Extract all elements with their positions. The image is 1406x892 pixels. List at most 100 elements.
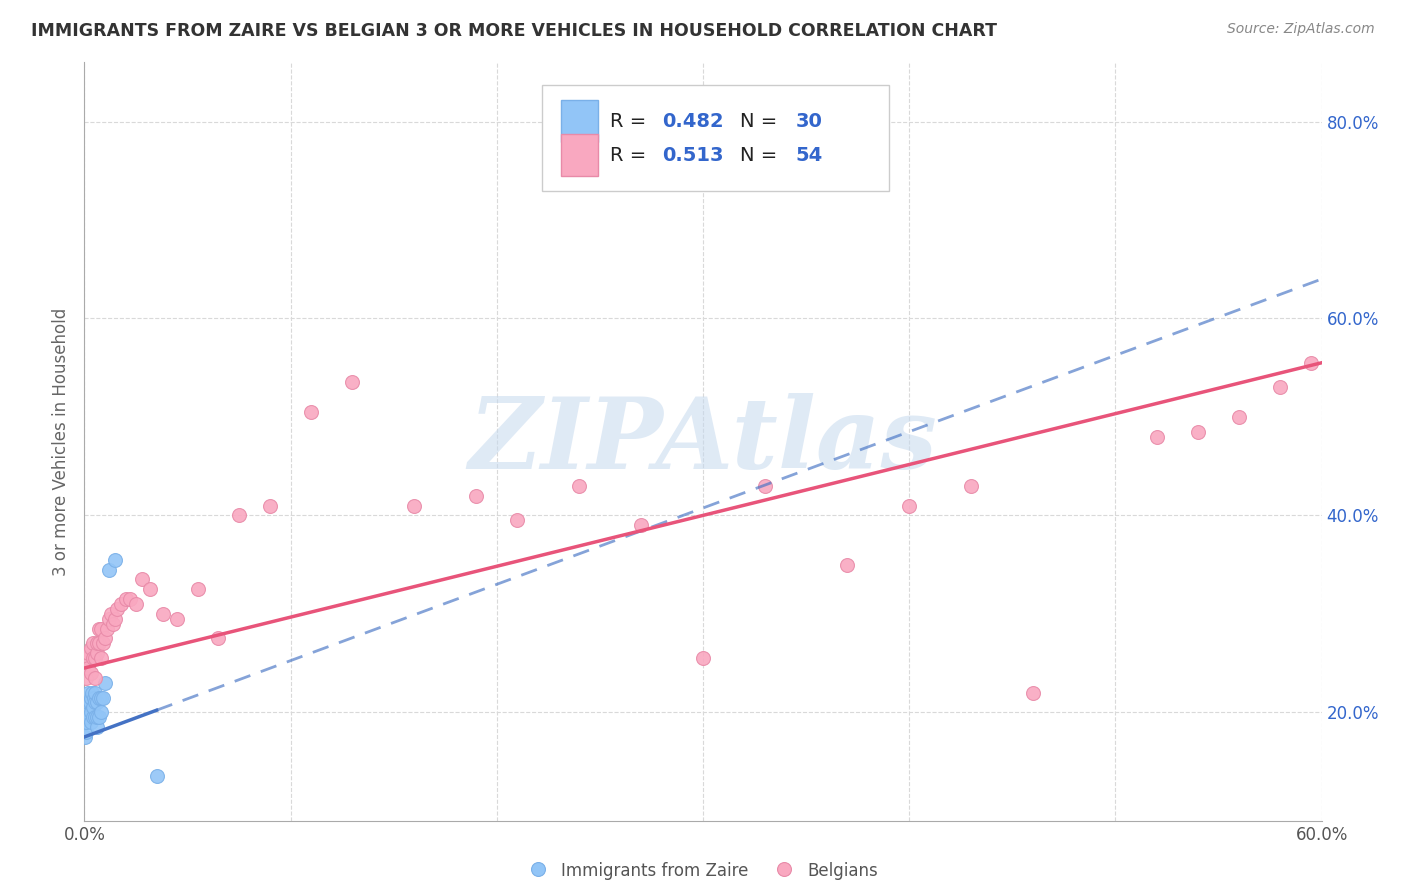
- Point: [87, 690, 110, 705]
- Text: N =: N =: [740, 145, 783, 165]
- Point: [82, 710, 104, 724]
- Text: ZIPAtlas: ZIPAtlas: [468, 393, 938, 490]
- Point: [77, 710, 100, 724]
- Point: [90, 651, 112, 665]
- Point: [960, 479, 983, 493]
- Point: [166, 612, 188, 626]
- Point: [1187, 425, 1209, 439]
- Point: [76, 706, 98, 720]
- Point: [77, 646, 100, 660]
- Point: [125, 597, 148, 611]
- Point: [837, 558, 859, 572]
- Point: [110, 597, 132, 611]
- Point: [86, 710, 108, 724]
- Point: [187, 582, 209, 597]
- Point: [630, 518, 652, 533]
- Text: R =: R =: [610, 112, 652, 131]
- Point: [90, 690, 112, 705]
- Point: [898, 499, 921, 513]
- Point: [692, 651, 714, 665]
- Point: [86, 646, 108, 660]
- FancyBboxPatch shape: [561, 135, 598, 177]
- Point: [568, 479, 591, 493]
- Text: Source: ZipAtlas.com: Source: ZipAtlas.com: [1227, 22, 1375, 37]
- Point: [139, 582, 162, 597]
- Point: [105, 602, 128, 616]
- Text: 54: 54: [796, 145, 823, 165]
- Point: [465, 489, 488, 503]
- Point: [91, 690, 114, 705]
- Text: R =: R =: [610, 145, 659, 165]
- Point: [98, 563, 121, 577]
- Point: [82, 651, 104, 665]
- Point: [91, 636, 114, 650]
- Point: [79, 715, 101, 730]
- Text: 0.482: 0.482: [662, 112, 724, 131]
- Point: [82, 636, 104, 650]
- Y-axis label: 3 or more Vehicles in Household: 3 or more Vehicles in Household: [52, 308, 70, 575]
- Point: [77, 685, 100, 699]
- Point: [75, 730, 97, 744]
- Point: [75, 671, 97, 685]
- FancyBboxPatch shape: [561, 100, 598, 142]
- Point: [152, 607, 174, 621]
- Point: [79, 665, 101, 680]
- Point: [404, 499, 426, 513]
- Point: [86, 720, 108, 734]
- Point: [94, 632, 117, 646]
- Point: [1146, 429, 1168, 443]
- Point: [83, 696, 105, 710]
- Point: [77, 661, 100, 675]
- Point: [90, 706, 112, 720]
- FancyBboxPatch shape: [543, 85, 889, 191]
- Text: IMMIGRANTS FROM ZAIRE VS BELGIAN 3 OR MORE VEHICLES IN HOUSEHOLD CORRELATION CHA: IMMIGRANTS FROM ZAIRE VS BELGIAN 3 OR MO…: [31, 22, 997, 40]
- Text: N =: N =: [740, 112, 783, 131]
- Point: [90, 622, 112, 636]
- Text: 0.513: 0.513: [662, 145, 724, 165]
- Point: [118, 592, 141, 607]
- Point: [259, 499, 281, 513]
- Point: [82, 700, 104, 714]
- Point: [96, 622, 118, 636]
- Point: [342, 376, 364, 390]
- Point: [1301, 356, 1323, 370]
- Point: [754, 479, 776, 493]
- Point: [299, 405, 322, 419]
- Point: [83, 685, 105, 699]
- Point: [83, 690, 105, 705]
- Legend: Immigrants from Zaire, Belgians: Immigrants from Zaire, Belgians: [520, 854, 886, 888]
- Point: [1227, 409, 1250, 424]
- Point: [76, 651, 98, 665]
- Point: [75, 715, 97, 730]
- Point: [131, 573, 153, 587]
- Point: [103, 616, 125, 631]
- Point: [228, 508, 250, 523]
- Point: [79, 690, 101, 705]
- Point: [145, 769, 167, 783]
- Point: [94, 675, 117, 690]
- Point: [80, 685, 103, 699]
- Point: [87, 710, 110, 724]
- Point: [104, 612, 127, 626]
- Point: [79, 641, 101, 656]
- Point: [98, 612, 121, 626]
- Point: [1270, 380, 1292, 394]
- Point: [104, 552, 127, 566]
- Point: [83, 710, 105, 724]
- Point: [83, 671, 105, 685]
- Point: [86, 696, 108, 710]
- Point: [83, 651, 105, 665]
- Point: [79, 706, 101, 720]
- Point: [207, 632, 229, 646]
- Point: [87, 622, 110, 636]
- Point: [75, 725, 97, 739]
- Point: [87, 636, 110, 650]
- Text: 30: 30: [796, 112, 823, 131]
- Point: [1022, 685, 1045, 699]
- Point: [100, 607, 122, 621]
- Point: [506, 513, 529, 527]
- Point: [79, 696, 101, 710]
- Point: [86, 636, 108, 650]
- Point: [77, 696, 100, 710]
- Point: [114, 592, 136, 607]
